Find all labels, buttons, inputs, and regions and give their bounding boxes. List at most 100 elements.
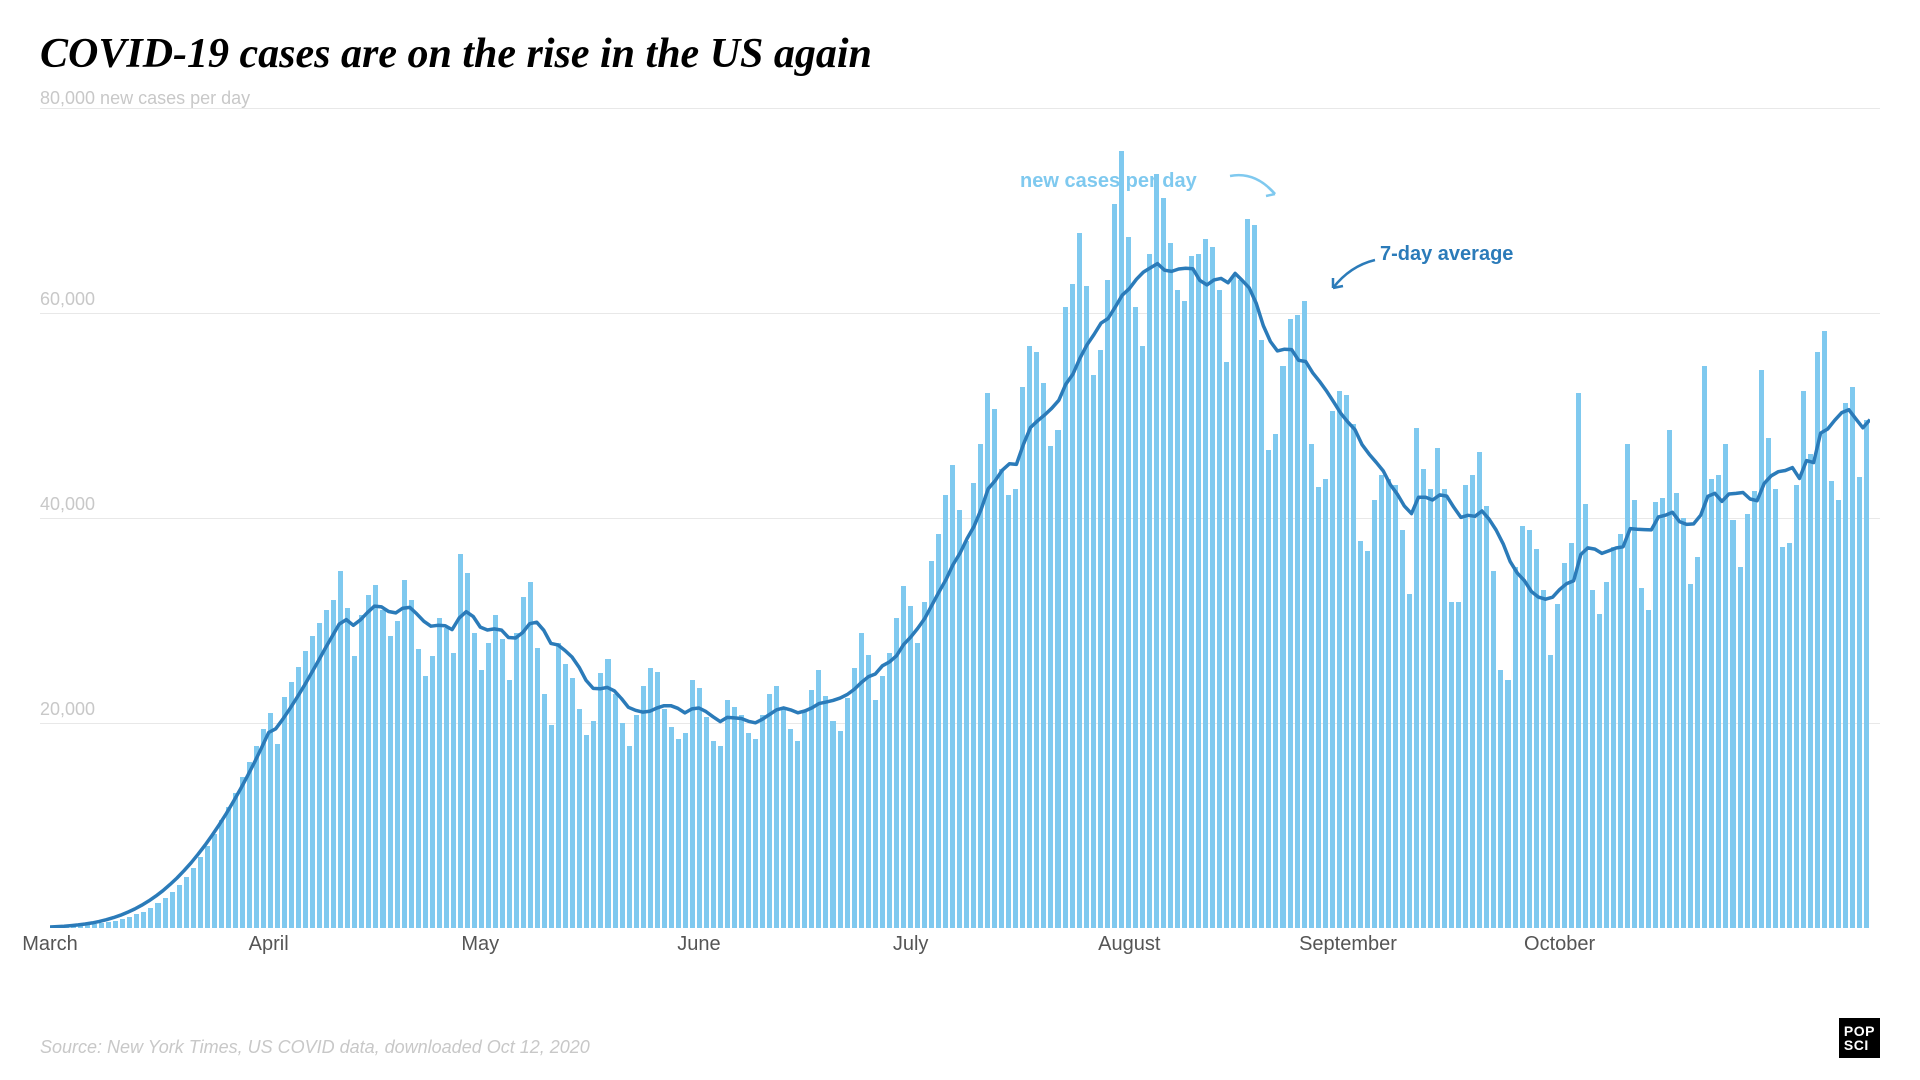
- bar-new-cases: [521, 597, 526, 928]
- bar-new-cases: [845, 698, 850, 928]
- bar-new-cases: [444, 628, 449, 928]
- bar-new-cases: [50, 927, 55, 928]
- bar-new-cases: [282, 697, 287, 928]
- bar-new-cases: [838, 731, 843, 928]
- bar-new-cases: [1084, 286, 1089, 928]
- bar-new-cases: [690, 680, 695, 928]
- bar-new-cases: [345, 608, 350, 928]
- bar-new-cases: [352, 656, 357, 928]
- bar-new-cases: [163, 898, 168, 928]
- bar-new-cases: [1562, 563, 1567, 928]
- bar-new-cases: [1857, 477, 1862, 928]
- bar-new-cases: [739, 715, 744, 928]
- bar-new-cases: [1175, 290, 1180, 928]
- x-axis-labels: MarchAprilMayJuneJulyAugustSeptemberOcto…: [40, 933, 1880, 968]
- bar-new-cases: [873, 700, 878, 928]
- bar-new-cases: [1372, 500, 1377, 928]
- bar-new-cases: [753, 739, 758, 928]
- bar-new-cases: [1119, 151, 1124, 928]
- bar-new-cases: [1238, 280, 1243, 928]
- annotation-new-cases: new cases per day: [1020, 170, 1197, 193]
- bar-new-cases: [261, 729, 266, 928]
- bar-new-cases: [1766, 438, 1771, 928]
- bar-new-cases: [1133, 307, 1138, 928]
- bar-new-cases: [1667, 430, 1672, 928]
- bar-new-cases: [479, 670, 484, 928]
- bar-new-cases: [1245, 219, 1250, 928]
- bar-new-cases: [1477, 452, 1482, 928]
- bar-new-cases: [1309, 444, 1314, 928]
- bar-new-cases: [1808, 454, 1813, 928]
- bar-new-cases: [1295, 315, 1300, 928]
- bar-new-cases: [1463, 485, 1468, 928]
- bar-new-cases: [380, 610, 385, 928]
- x-tick-label: April: [249, 933, 289, 956]
- bar-new-cases: [1787, 543, 1792, 928]
- bar-new-cases: [366, 595, 371, 928]
- bar-new-cases: [92, 924, 97, 928]
- bar-new-cases: [198, 857, 203, 928]
- bar-new-cases: [254, 746, 259, 928]
- bar-new-cases: [1077, 233, 1082, 928]
- x-tick-label: May: [461, 933, 499, 956]
- bar-new-cases: [1210, 247, 1215, 928]
- bar-new-cases: [760, 715, 765, 928]
- bar-new-cases: [1323, 479, 1328, 928]
- bar-new-cases: [1013, 489, 1018, 928]
- bar-new-cases: [1063, 307, 1068, 928]
- bar-new-cases: [472, 633, 477, 928]
- bar-new-cases: [1428, 489, 1433, 928]
- bar-new-cases: [1850, 387, 1855, 928]
- bar-new-cases: [1302, 301, 1307, 928]
- bar-new-cases: [1576, 393, 1581, 928]
- bar-new-cases: [1034, 352, 1039, 928]
- bar-new-cases: [1534, 549, 1539, 928]
- bar-new-cases: [1006, 495, 1011, 928]
- bar-new-cases: [936, 534, 941, 928]
- bar-new-cases: [1745, 514, 1750, 928]
- bar-new-cases: [732, 707, 737, 928]
- bar-new-cases: [1709, 479, 1714, 928]
- bar-new-cases: [113, 921, 118, 928]
- bar-new-cases: [423, 676, 428, 928]
- bar-new-cases: [1358, 541, 1363, 928]
- bar-new-cases: [648, 668, 653, 928]
- bar-new-cases: [1625, 444, 1630, 928]
- bar-new-cases: [1794, 485, 1799, 928]
- bar-new-cases: [359, 615, 364, 928]
- bar-new-cases: [1379, 475, 1384, 928]
- bar-new-cases: [570, 678, 575, 928]
- bar-new-cases: [704, 717, 709, 928]
- bar-new-cases: [1674, 493, 1679, 928]
- bar-new-cases: [922, 602, 927, 928]
- y-axis-title: 80,000 new cases per day: [40, 88, 250, 109]
- bar-new-cases: [1196, 254, 1201, 928]
- bar-new-cases: [1400, 530, 1405, 928]
- bar-new-cases: [331, 600, 336, 928]
- bar-new-cases: [1231, 276, 1236, 928]
- bar-new-cases: [901, 586, 906, 928]
- bar-new-cases: [1217, 290, 1222, 928]
- bar-new-cases: [1070, 284, 1075, 928]
- bar-new-cases: [1273, 434, 1278, 928]
- bar-new-cases: [1259, 340, 1264, 928]
- bar-new-cases: [774, 686, 779, 928]
- bar-new-cases: [219, 820, 224, 928]
- bar-new-cases: [985, 393, 990, 928]
- bar-new-cases: [486, 643, 491, 928]
- bar-new-cases: [416, 649, 421, 928]
- bar-new-cases: [725, 700, 730, 928]
- bar-new-cases: [1266, 450, 1271, 928]
- bar-new-cases: [1470, 475, 1475, 928]
- bar-new-cases: [465, 573, 470, 928]
- bar-new-cases: [99, 923, 104, 928]
- bar-new-cases: [1351, 424, 1356, 928]
- bar-new-cases: [1344, 395, 1349, 928]
- bar-new-cases: [627, 746, 632, 928]
- bar-new-cases: [402, 580, 407, 929]
- bar-new-cases: [1365, 551, 1370, 928]
- bar-new-cases: [605, 659, 610, 928]
- bar-new-cases: [275, 744, 280, 929]
- bar-new-cases: [1330, 411, 1335, 928]
- bar-new-cases: [57, 927, 62, 928]
